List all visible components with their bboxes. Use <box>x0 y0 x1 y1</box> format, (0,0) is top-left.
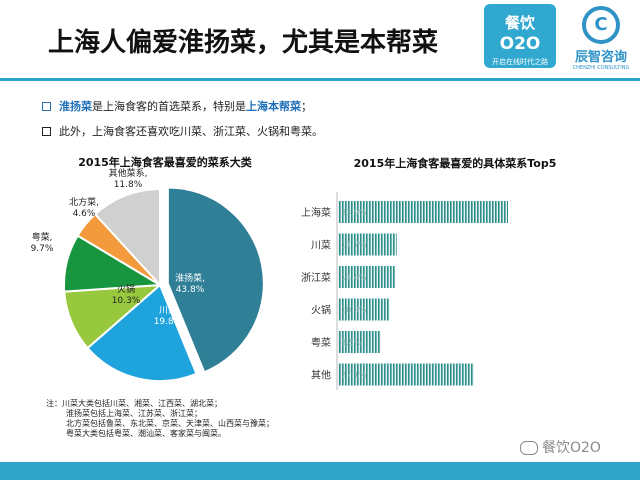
logo-text-1: 餐饮 <box>504 14 535 32</box>
bar-value-label: 11.7% <box>341 241 367 250</box>
pie-label-2: 火锅 <box>117 284 135 295</box>
pie-value-1: 19.8% <box>154 317 183 327</box>
bar <box>338 298 390 321</box>
pie-value-0: 43.8% <box>176 285 205 295</box>
bullet-square-icon <box>42 101 51 111</box>
watermark-text: 餐饮O2O <box>542 440 601 456</box>
chenzhi-logo: C 辰智咨询 CHENZHI CONSULTING <box>566 4 636 71</box>
chenzhi-sub: CHENZHI CONSULTING <box>572 65 630 71</box>
bar-value-label: 11.4% <box>341 273 367 282</box>
bar-value-label: 33.9% <box>341 208 367 217</box>
pie-label-5: 其他菜系, <box>109 167 148 179</box>
pie-slice-1 <box>86 283 198 382</box>
bullet-1-text-1: 是上海食客的首选菜系，特别是 <box>92 100 246 113</box>
bar-category-label: 其他 <box>311 369 331 382</box>
bullet-square-icon <box>42 126 51 136</box>
logo-text-3: 开启在线时代之路 <box>492 58 548 66</box>
pie-label-1: 川菜 <box>159 304 177 316</box>
footnote-line-2: 淮扬菜包括上海菜、江苏菜、浙江菜； <box>66 409 202 418</box>
bullet-2: 此外，上海食客还喜欢吃川菜、浙江菜、火锅和粤菜。 <box>42 123 323 139</box>
pie-value-2: 10.3% <box>112 296 141 306</box>
footnote-line-3: 北方菜包括鲁菜、东北菜、京菜、天津菜、山西菜与豫菜； <box>66 419 274 428</box>
bullet-1-text-2: ； <box>301 100 312 113</box>
footnote-line-1: 注：川菜大类包括川菜、湘菜、江西菜、湖北菜； <box>46 399 222 408</box>
bullet-1-highlight-2: 上海本帮菜 <box>246 100 301 113</box>
bar-chart-title: 2015年上海食客最喜爱的具体菜系Top5 <box>354 156 557 170</box>
footnote: 注：川菜大类包括川菜、湘菜、江西菜、湖北菜； 淮扬菜包括上海菜、江苏菜、浙江菜；… <box>46 399 274 439</box>
page-title: 上海人偏爱淮扬菜，尤其是本帮菜 <box>48 28 439 58</box>
bar-category-label: 粤菜 <box>311 336 331 349</box>
bullet-2-text: 此外，上海食客还喜欢吃川菜、浙江菜、火锅和粤菜。 <box>59 125 323 138</box>
pie-value-4: 4.6% <box>73 209 96 219</box>
bullet-1: 淮扬菜是上海食客的首选菜系，特别是上海本帮菜； <box>42 98 312 114</box>
wechat-icon <box>520 441 538 455</box>
bar <box>338 266 396 288</box>
pie-value-5: 11.8% <box>114 180 143 190</box>
footer-bar <box>0 462 640 480</box>
pie-label-0: 淮扬菜, <box>175 272 205 284</box>
bullet-1-highlight-1: 淮扬菜 <box>59 100 92 113</box>
bar <box>338 331 381 353</box>
bar <box>338 363 474 386</box>
bar-category-label: 火锅 <box>311 305 331 317</box>
bar-value-label: 8.5% <box>341 338 362 347</box>
bar <box>338 201 508 223</box>
pie-chart-title: 2015年上海食客最喜爱的菜系大类 <box>78 155 253 169</box>
chenzhi-name: 辰智咨询 <box>574 50 627 65</box>
footnote-line-4: 粤菜大类包括粤菜、潮汕菜、客家菜与闽菜。 <box>66 429 226 438</box>
bar <box>338 233 397 256</box>
bar-category-label: 上海菜 <box>301 206 331 219</box>
pie-label-4: 北方菜, <box>69 196 99 208</box>
bar-category-label: 浙江菜 <box>301 272 331 284</box>
chenzhi-mark-icon: C <box>582 6 620 44</box>
canyin-o2o-logo: 餐饮 O2O 开启在线时代之路 <box>484 4 556 68</box>
pie-value-3: 9.7% <box>31 244 54 254</box>
logo-text-2: O2O <box>499 34 541 54</box>
bar-value-label: 10.3% <box>341 306 367 315</box>
pie-label-3: 粤菜, <box>32 231 53 243</box>
pie-slice-0 <box>166 186 265 374</box>
bar-value-label: 27.1% <box>341 371 367 380</box>
header: 上海人偏爱淮扬菜，尤其是本帮菜 餐饮 O2O 开启在线时代之路 C 辰智咨询 C… <box>0 0 640 78</box>
header-divider <box>0 78 640 81</box>
bar-category-label: 川菜 <box>311 240 331 252</box>
watermark: 餐饮O2O <box>520 437 601 457</box>
pie-slice-5 <box>93 187 161 288</box>
